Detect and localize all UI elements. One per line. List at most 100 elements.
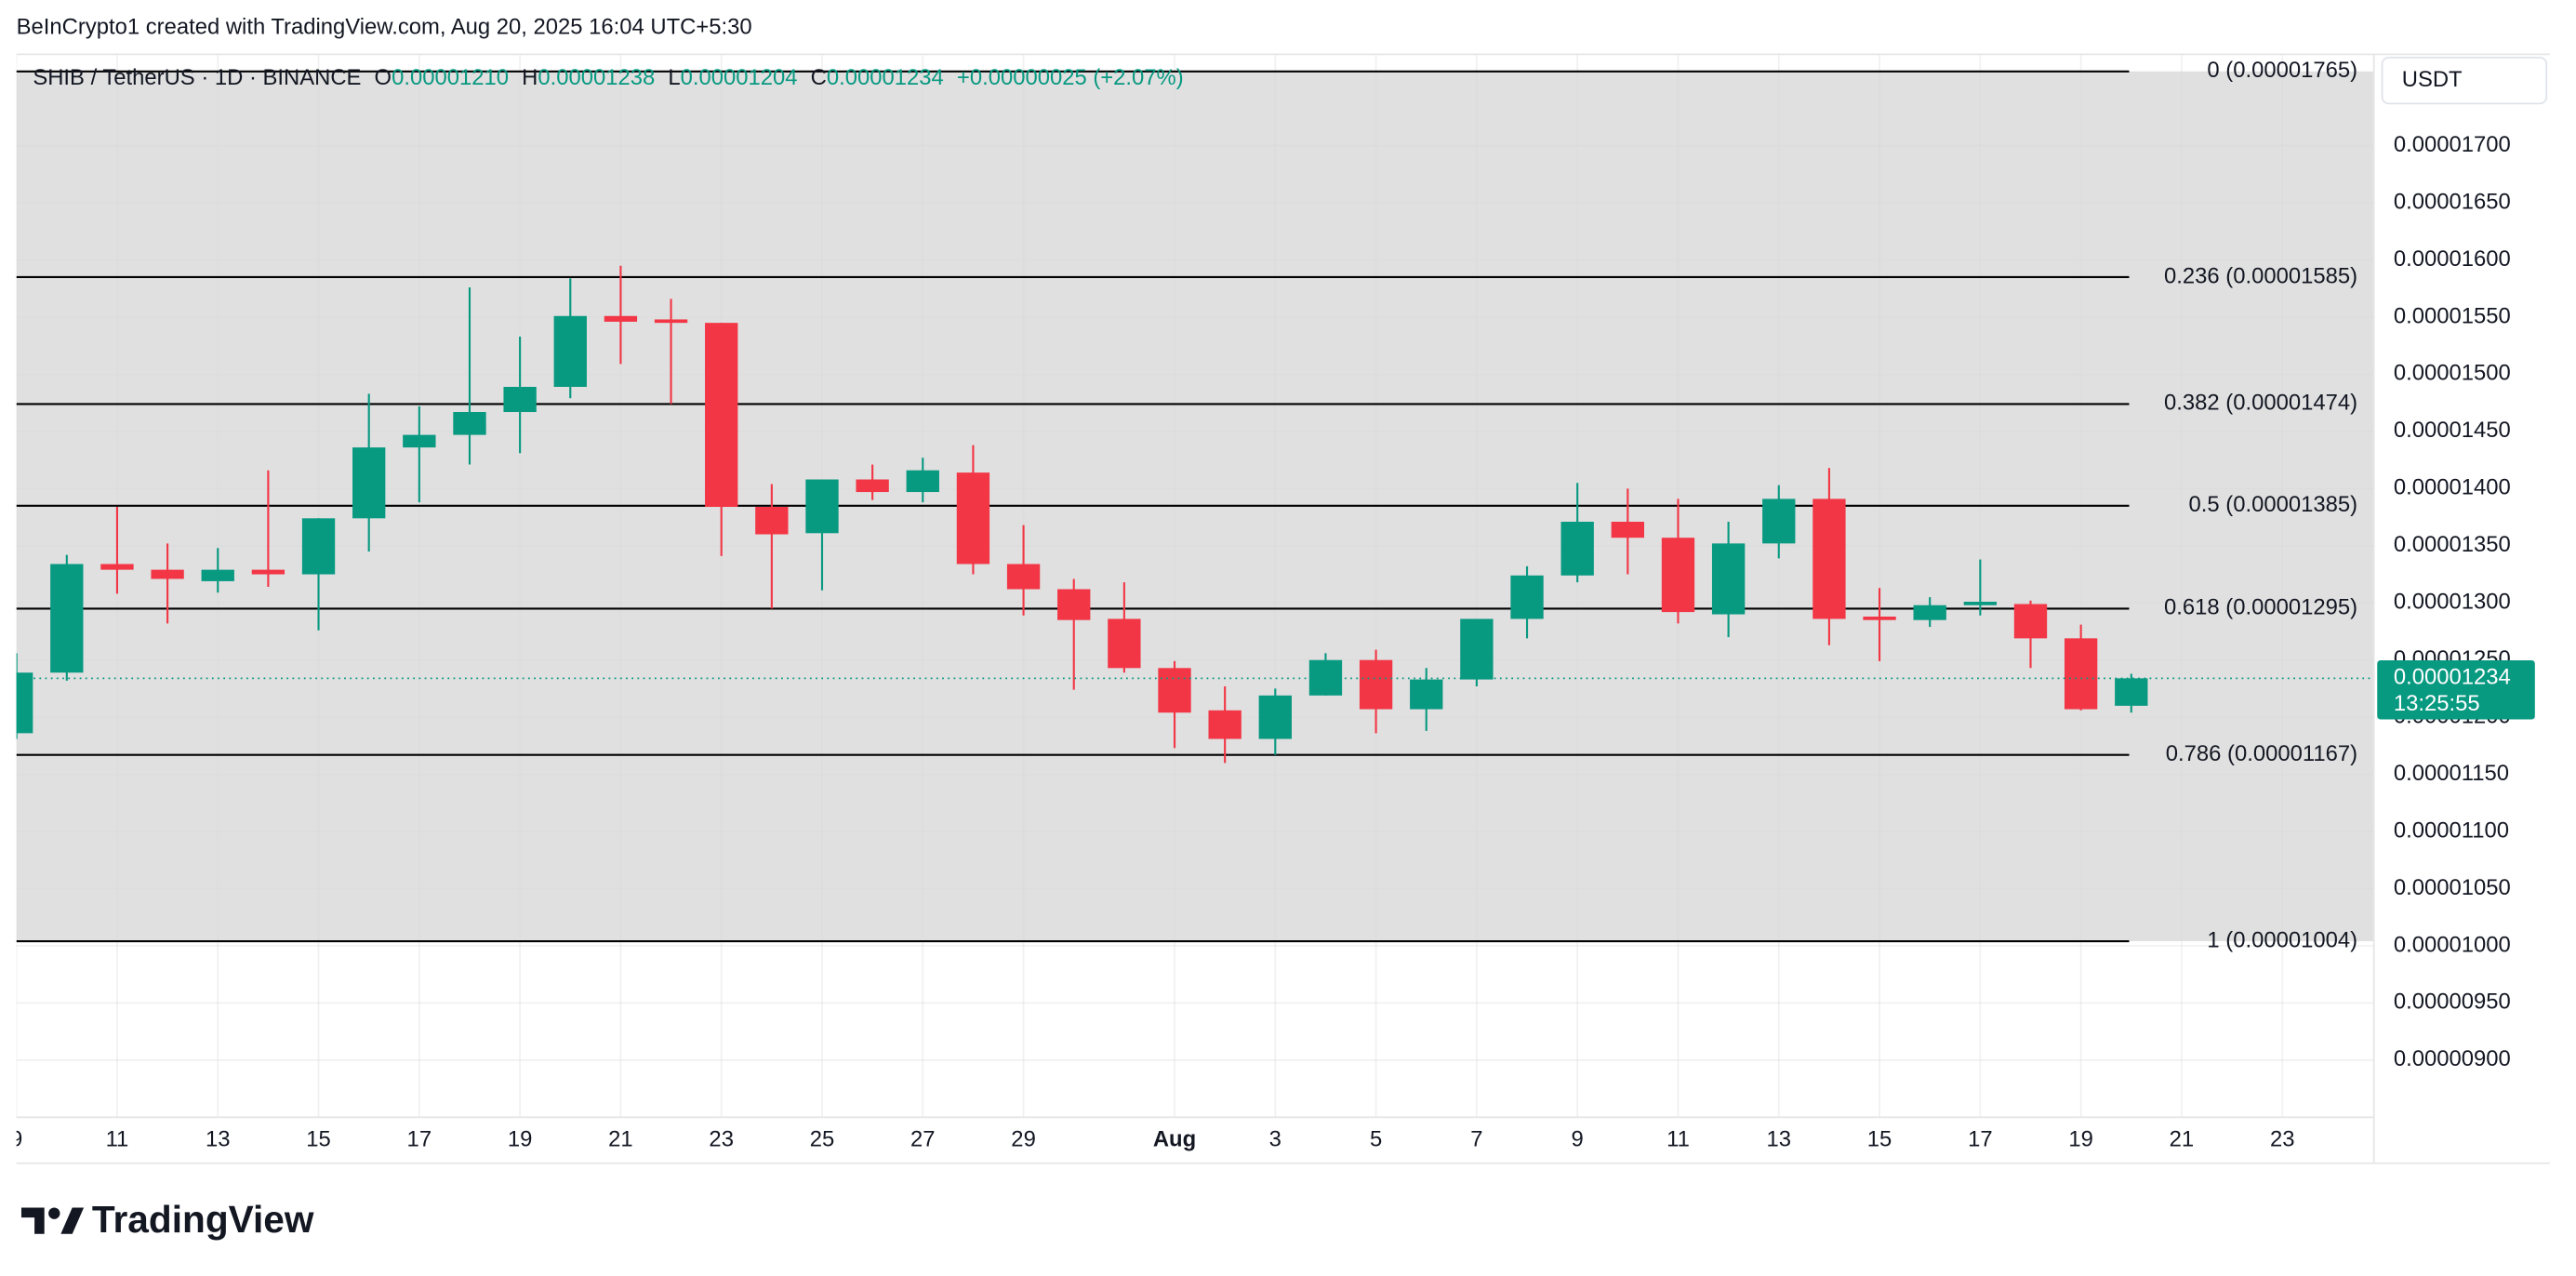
logo-icon [60,1207,85,1234]
x-tick-label: 21 [608,1126,633,1151]
candle-body [1560,521,1594,576]
x-tick-label: 23 [709,1126,734,1151]
x-tick-label: 3 [1269,1126,1281,1151]
fib-label: 0.236 (0.00001585) [2164,263,2357,288]
fib-label: 0.382 (0.00001474) [2164,391,2357,416]
ohlc-legend: SHIB / TetherUS · 1D · BINANCE O0.0000121… [33,65,1183,90]
candle-body [1863,617,1896,620]
currency: USDT [2402,67,2463,92]
y-tick-label: 0.00000950 [2394,990,2511,1015]
y-tick-label: 0.00001450 [2394,418,2511,443]
candle-body [100,564,134,570]
y-tick-label: 0.00000900 [2394,1046,2511,1071]
y-tick-label: 0.00001700 [2394,132,2511,157]
fib-label: 0.786 (0.00001167) [2166,741,2357,766]
x-axis-labels: 9 11 13 15 17 19 21 23 25 27 29 Aug 3 5 7 9 11 13 15 17 19 21… [10,1126,2295,1151]
y-tick-label: 0.00001600 [2394,246,2511,272]
x-tick-label: 9 [10,1126,22,1151]
x-tick-label: 23 [2270,1126,2295,1151]
candle-body [403,434,436,448]
candle-body [1661,538,1695,613]
legend-key: C [811,65,827,90]
candle-body [1208,710,1242,739]
fib-label: 0.5 (0.00001385) [2189,492,2358,517]
x-tick-label: 21 [2170,1126,2195,1151]
legend-change: +0.00000025 (+2.07%) [957,65,1184,90]
x-tick-label: 7 [1470,1126,1482,1151]
legend-value: 0.00001210 [392,65,509,90]
candle-body [503,386,537,413]
x-tick-label: 11 [1666,1126,1690,1151]
price-tag-value: 0.00001234 [2394,665,2511,690]
price-tag-countdown: 13:25:55 [2394,691,2480,716]
candle-body [151,569,184,579]
x-tick-label: 5 [1370,1126,1382,1151]
price-tag [2377,659,2535,720]
currency-box [2381,56,2548,105]
candle-body [1359,659,1393,710]
credit: BeInCrypto1 created with TradingView.com… [17,14,752,39]
brand-logo: TradingView [20,1198,314,1241]
candle-body [1460,618,1494,680]
candle-body [1057,589,1091,620]
candle-body [604,315,638,322]
candle-body [2115,678,2148,706]
candle-body [16,672,33,734]
candle-body [856,479,889,493]
candle-body [553,315,587,387]
candle-body [301,518,336,575]
legend-value: 0.00001238 [538,65,655,90]
x-tick-label: 27 [910,1126,936,1151]
y-tick-label: 0.00001400 [2394,475,2511,500]
candle-body [805,479,839,534]
candle-body [251,569,285,575]
candle-body [1158,668,1191,713]
y-tick-label: 0.00001000 [2394,932,2511,957]
x-tick-label: 19 [508,1126,533,1151]
candle-body [705,323,738,508]
y-tick-label: 0.00001350 [2394,532,2511,557]
y-tick-label: 0.00001100 [2394,817,2509,843]
candle-body [453,412,486,435]
candle-body [1963,602,1998,605]
logo-icon [20,1207,45,1234]
x-tick-label: 15 [306,1126,331,1151]
candle-body [1812,498,1846,619]
y-tick-label: 0.00001050 [2394,875,2511,900]
y-tick-label: 0.00001550 [2394,303,2511,328]
candle-body [1308,659,1343,696]
y-tick-label: 0.00001150 [2394,761,2509,786]
candle-body [1006,564,1041,590]
x-tick-label: 25 [810,1126,835,1151]
candle-body [1510,575,1544,619]
candle-body [956,472,990,565]
symbol: SHIB / TetherUS · 1D · BINANCE [33,65,361,90]
candle-body [755,507,789,535]
legend-value: 0.00001204 [681,65,798,90]
candle-body [50,564,84,673]
y-tick-label: 0.00001500 [2394,361,2511,386]
y-tick-label: 0.00001300 [2394,590,2511,615]
fib-label: 1 (0.00001004) [2207,927,2357,952]
y-tick-label: 0.00001650 [2394,189,2511,214]
candle-body [2064,638,2098,710]
x-tick-label: 17 [407,1126,432,1151]
legend-value: 0.00001234 [827,65,944,90]
x-tick-label: 11 [106,1126,129,1151]
x-tick-label: 9 [1572,1126,1584,1151]
fib-label: 0.618 (0.00001295) [2164,595,2357,620]
brand: TradingView [92,1198,314,1241]
x-tick-label: 17 [1968,1126,1993,1151]
candle-body [1410,679,1443,710]
x-tick-label: 13 [1767,1126,1792,1151]
candle-body [1258,695,1292,739]
candle-body [2013,604,2048,639]
candle-body [654,319,688,324]
legend-key: L [668,65,680,90]
candle-body [1108,618,1141,669]
candle-body [1711,543,1746,615]
x-tick-label: Aug [1153,1126,1196,1151]
legend-key: O [375,65,392,90]
legend-key: H [522,65,538,90]
